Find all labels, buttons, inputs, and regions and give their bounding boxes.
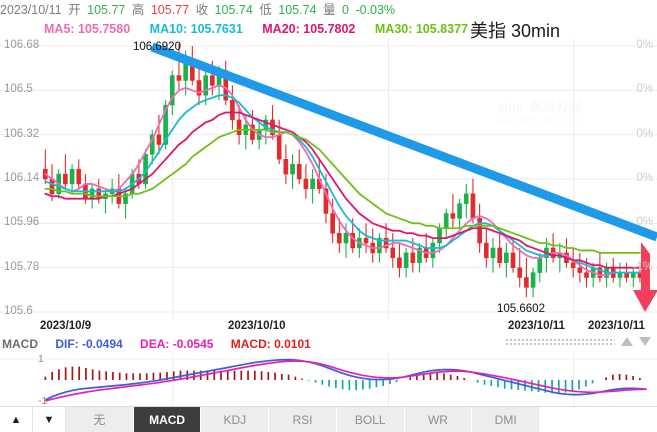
macd-scale-top: 1 [38, 353, 44, 366]
price-chart-svg [0, 38, 657, 320]
tab-boll[interactable]: BOLL [336, 407, 405, 432]
macd-macd-value: MACD: 0.0101 [230, 337, 311, 351]
right-axis-tick-0: 0% [636, 39, 653, 51]
y-axis-tick-4: 105.96 [4, 216, 40, 229]
y-axis-tick-1: 106.5 [4, 83, 33, 96]
macd-chart-svg [0, 352, 657, 406]
x-axis-tick-3: 2023/10/11 [588, 320, 645, 332]
quote-date: 2023/10/11 [0, 3, 62, 17]
quote-low-label: 低 [259, 3, 272, 17]
ma5-legend: MA5: 105.7580 [44, 22, 131, 36]
tab-rsi[interactable]: RSI [269, 407, 337, 432]
quote-change-pct: -0.03% [355, 3, 396, 17]
quote-open-value: 105.77 [87, 3, 126, 17]
price-chart-pane[interactable]: sina 新浪财经 财经 股票 基金 外汇 106.6920 105.6602 … [0, 38, 657, 320]
chart-title: 美指 30min [470, 21, 561, 41]
quote-volume-value: 0 [342, 3, 349, 17]
x-axis-tick-1: 2023/10/10 [228, 320, 286, 332]
x-axis-tick-2: 2023/10/11 [508, 320, 565, 332]
low-price-annotation: 105.6602 [497, 303, 545, 315]
quote-high-label: 高 [131, 3, 145, 17]
y-axis-tick-0: 106.68 [4, 39, 40, 51]
ma30-legend: MA30: 105.8377 [374, 22, 468, 36]
indicator-tabbar[interactable]: ▲ ▼ 无 MACD KDJ RSI BOLL WR DMI [0, 406, 657, 432]
macd-chart-pane[interactable]: 1 -1 [0, 352, 657, 407]
quote-low-value: 105.74 [278, 3, 317, 17]
tab-none[interactable]: 无 [66, 407, 134, 432]
right-axis-tick-5: -1% [632, 260, 653, 273]
tab-dmi[interactable]: DMI [472, 407, 540, 432]
quote-bar: 2023/10/11 开 105.77 高 105.77 收 105.74 低 … [0, 0, 657, 20]
quote-close-label: 收 [195, 3, 209, 17]
scroll-up-icon[interactable] [621, 337, 633, 346]
macd-title: MACD [2, 337, 38, 351]
tab-macd[interactable]: MACD [133, 407, 202, 432]
drag-dots-icon[interactable] [505, 338, 615, 345]
down-arrow-annotation [633, 242, 657, 312]
quote-volume-label: 量 [323, 3, 336, 17]
right-axis-tick-3: 0% [636, 172, 653, 184]
quote-open-label: 开 [68, 3, 81, 17]
macd-dif-value: DIF: -0.0494 [55, 337, 123, 351]
quote-close-value: 105.74 [214, 3, 253, 17]
y-axis-tick-3: 106.14 [4, 172, 40, 184]
right-axis-tick-1: 0% [636, 83, 653, 96]
scroll-down-button[interactable]: ▼ [33, 407, 66, 432]
ma-legend: MA5: 105.7580 MA10: 105.7631 MA20: 105.7… [44, 20, 657, 38]
y-axis-tick-6: 105.6 [4, 305, 33, 317]
tabbar-filler [539, 407, 657, 432]
tab-wr[interactable]: WR [404, 407, 473, 432]
right-axis-tick-2: 0% [636, 127, 653, 140]
x-axis: 2023/10/9 2023/10/10 2023/10/11 2023/10/11 [0, 320, 657, 336]
x-axis-tick-0: 2023/10/9 [40, 320, 92, 332]
y-axis-tick-5: 105.78 [4, 260, 40, 273]
macd-scale-bottom: -1 [38, 394, 48, 407]
quote-high-value: 105.77 [150, 3, 190, 17]
ma20-legend: MA20: 105.7802 [262, 22, 356, 36]
macd-legend: MACD DIF: -0.0494 DEA: -0.0545 MACD: 0.0… [2, 336, 657, 352]
macd-dea-value: DEA: -0.0545 [140, 337, 214, 351]
right-axis-tick-4: 0% [636, 216, 653, 229]
pane-drag-handle[interactable] [505, 335, 657, 349]
y-axis-tick-2: 106.32 [4, 127, 40, 140]
ma10-legend: MA10: 105.7631 [149, 22, 243, 36]
indicator-tabs[interactable]: 无 MACD KDJ RSI BOLL WR DMI [66, 407, 540, 432]
tab-kdj[interactable]: KDJ [201, 407, 270, 432]
scroll-up-button[interactable]: ▲ [0, 407, 33, 432]
high-price-annotation: 106.6920 [133, 41, 181, 53]
scroll-down-icon[interactable] [639, 337, 651, 346]
